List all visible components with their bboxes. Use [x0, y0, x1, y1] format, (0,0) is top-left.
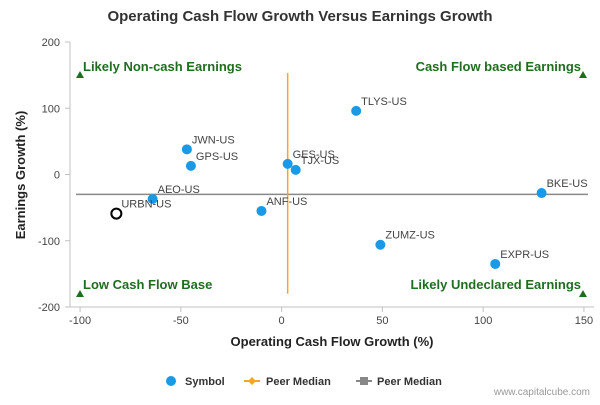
- data-point-label: JWN-US: [192, 134, 235, 146]
- data-point-label: EXPR-US: [500, 249, 549, 261]
- legend-peer-median-x-label: Peer Median: [266, 376, 331, 388]
- data-point-label: ANF-US: [266, 196, 307, 208]
- y-tick-label: 100: [42, 103, 60, 115]
- y-tick-label: 0: [54, 170, 60, 182]
- highlight-point-urbn-us[interactable]: [110, 207, 123, 220]
- quadrant-label-top-left: Likely Non-cash Earnings: [83, 59, 242, 74]
- data-point-label: GES-US: [293, 149, 335, 161]
- quadrant-label-bottom-right: Likely Undeclared Earnings: [410, 277, 581, 292]
- legend-item-symbol[interactable]: Symbol: [166, 376, 225, 388]
- data-point-zumz-us[interactable]: [375, 239, 386, 250]
- x-tick-label: -50: [173, 315, 189, 327]
- data-point-aeo-us[interactable]: [147, 194, 158, 205]
- legend-peer-median-y-label: Peer Median: [377, 376, 442, 388]
- data-point-label: TJX-US: [301, 155, 340, 167]
- x-axis-title: Operating Cash Flow Growth (%): [231, 334, 434, 349]
- data-point-label: ZUMZ-US: [385, 230, 435, 242]
- peer-median-lines: [76, 73, 588, 294]
- y-axis-title: Earnings Growth (%): [13, 111, 28, 240]
- quadrant-marker-top-right: [579, 71, 587, 78]
- legend-item-peer-median-y[interactable]: Peer Median: [356, 376, 442, 388]
- quadrant-label-top-right: Cash Flow based Earnings: [416, 59, 581, 74]
- x-tick-label: 100: [474, 315, 492, 327]
- y-tick-label: 200: [42, 37, 60, 49]
- data-point-anf-us[interactable]: [256, 205, 267, 216]
- x-tick-label: 150: [575, 315, 593, 327]
- data-point-bke-us[interactable]: [536, 188, 547, 199]
- legend-peer-median-y-marker: [360, 377, 368, 385]
- legend-symbol-label: Symbol: [185, 376, 225, 388]
- chart-title: Operating Cash Flow Growth Versus Earnin…: [107, 8, 492, 25]
- data-point-ges-us[interactable]: [282, 158, 293, 169]
- legend: Symbol Peer Median Peer Median: [166, 376, 442, 388]
- quadrant-marker-top-left: [76, 71, 84, 78]
- x-tick-label: 50: [376, 315, 388, 327]
- highlight-point-label: URBN-US: [121, 199, 171, 211]
- credit-text: www.capitalcube.com: [493, 387, 590, 398]
- data-point-label: AEO-US: [158, 184, 200, 196]
- data-point-gps-us[interactable]: [185, 160, 196, 171]
- legend-symbol-marker: [166, 376, 176, 386]
- quadrant-marker-bottom-right: [579, 290, 587, 297]
- x-tick-label: -100: [69, 315, 91, 327]
- axes: -100 -50 0 50 100 150 200 100 0 -100 -200: [38, 37, 594, 327]
- x-tick-label: 0: [279, 315, 285, 327]
- data-point-label: GPS-US: [196, 151, 238, 163]
- quadrant-labels: Likely Non-cash Earnings Cash Flow based…: [76, 59, 587, 297]
- data-point-label: TLYS-US: [361, 96, 407, 108]
- y-tick-label: -100: [38, 236, 60, 248]
- data-point-tjx-us[interactable]: [290, 164, 301, 175]
- quadrant-marker-bottom-left: [76, 290, 84, 297]
- legend-peer-median-x-marker: [248, 377, 256, 385]
- legend-item-peer-median-x[interactable]: Peer Median: [244, 376, 331, 388]
- data-point-tlys-us[interactable]: [351, 105, 362, 116]
- data-point-label: BKE-US: [547, 178, 588, 190]
- y-tick-label: -200: [38, 302, 60, 314]
- quadrant-label-bottom-left: Low Cash Flow Base: [83, 277, 212, 292]
- data-point-jwn-us[interactable]: [181, 144, 192, 155]
- data-point-expr-us[interactable]: [490, 258, 501, 269]
